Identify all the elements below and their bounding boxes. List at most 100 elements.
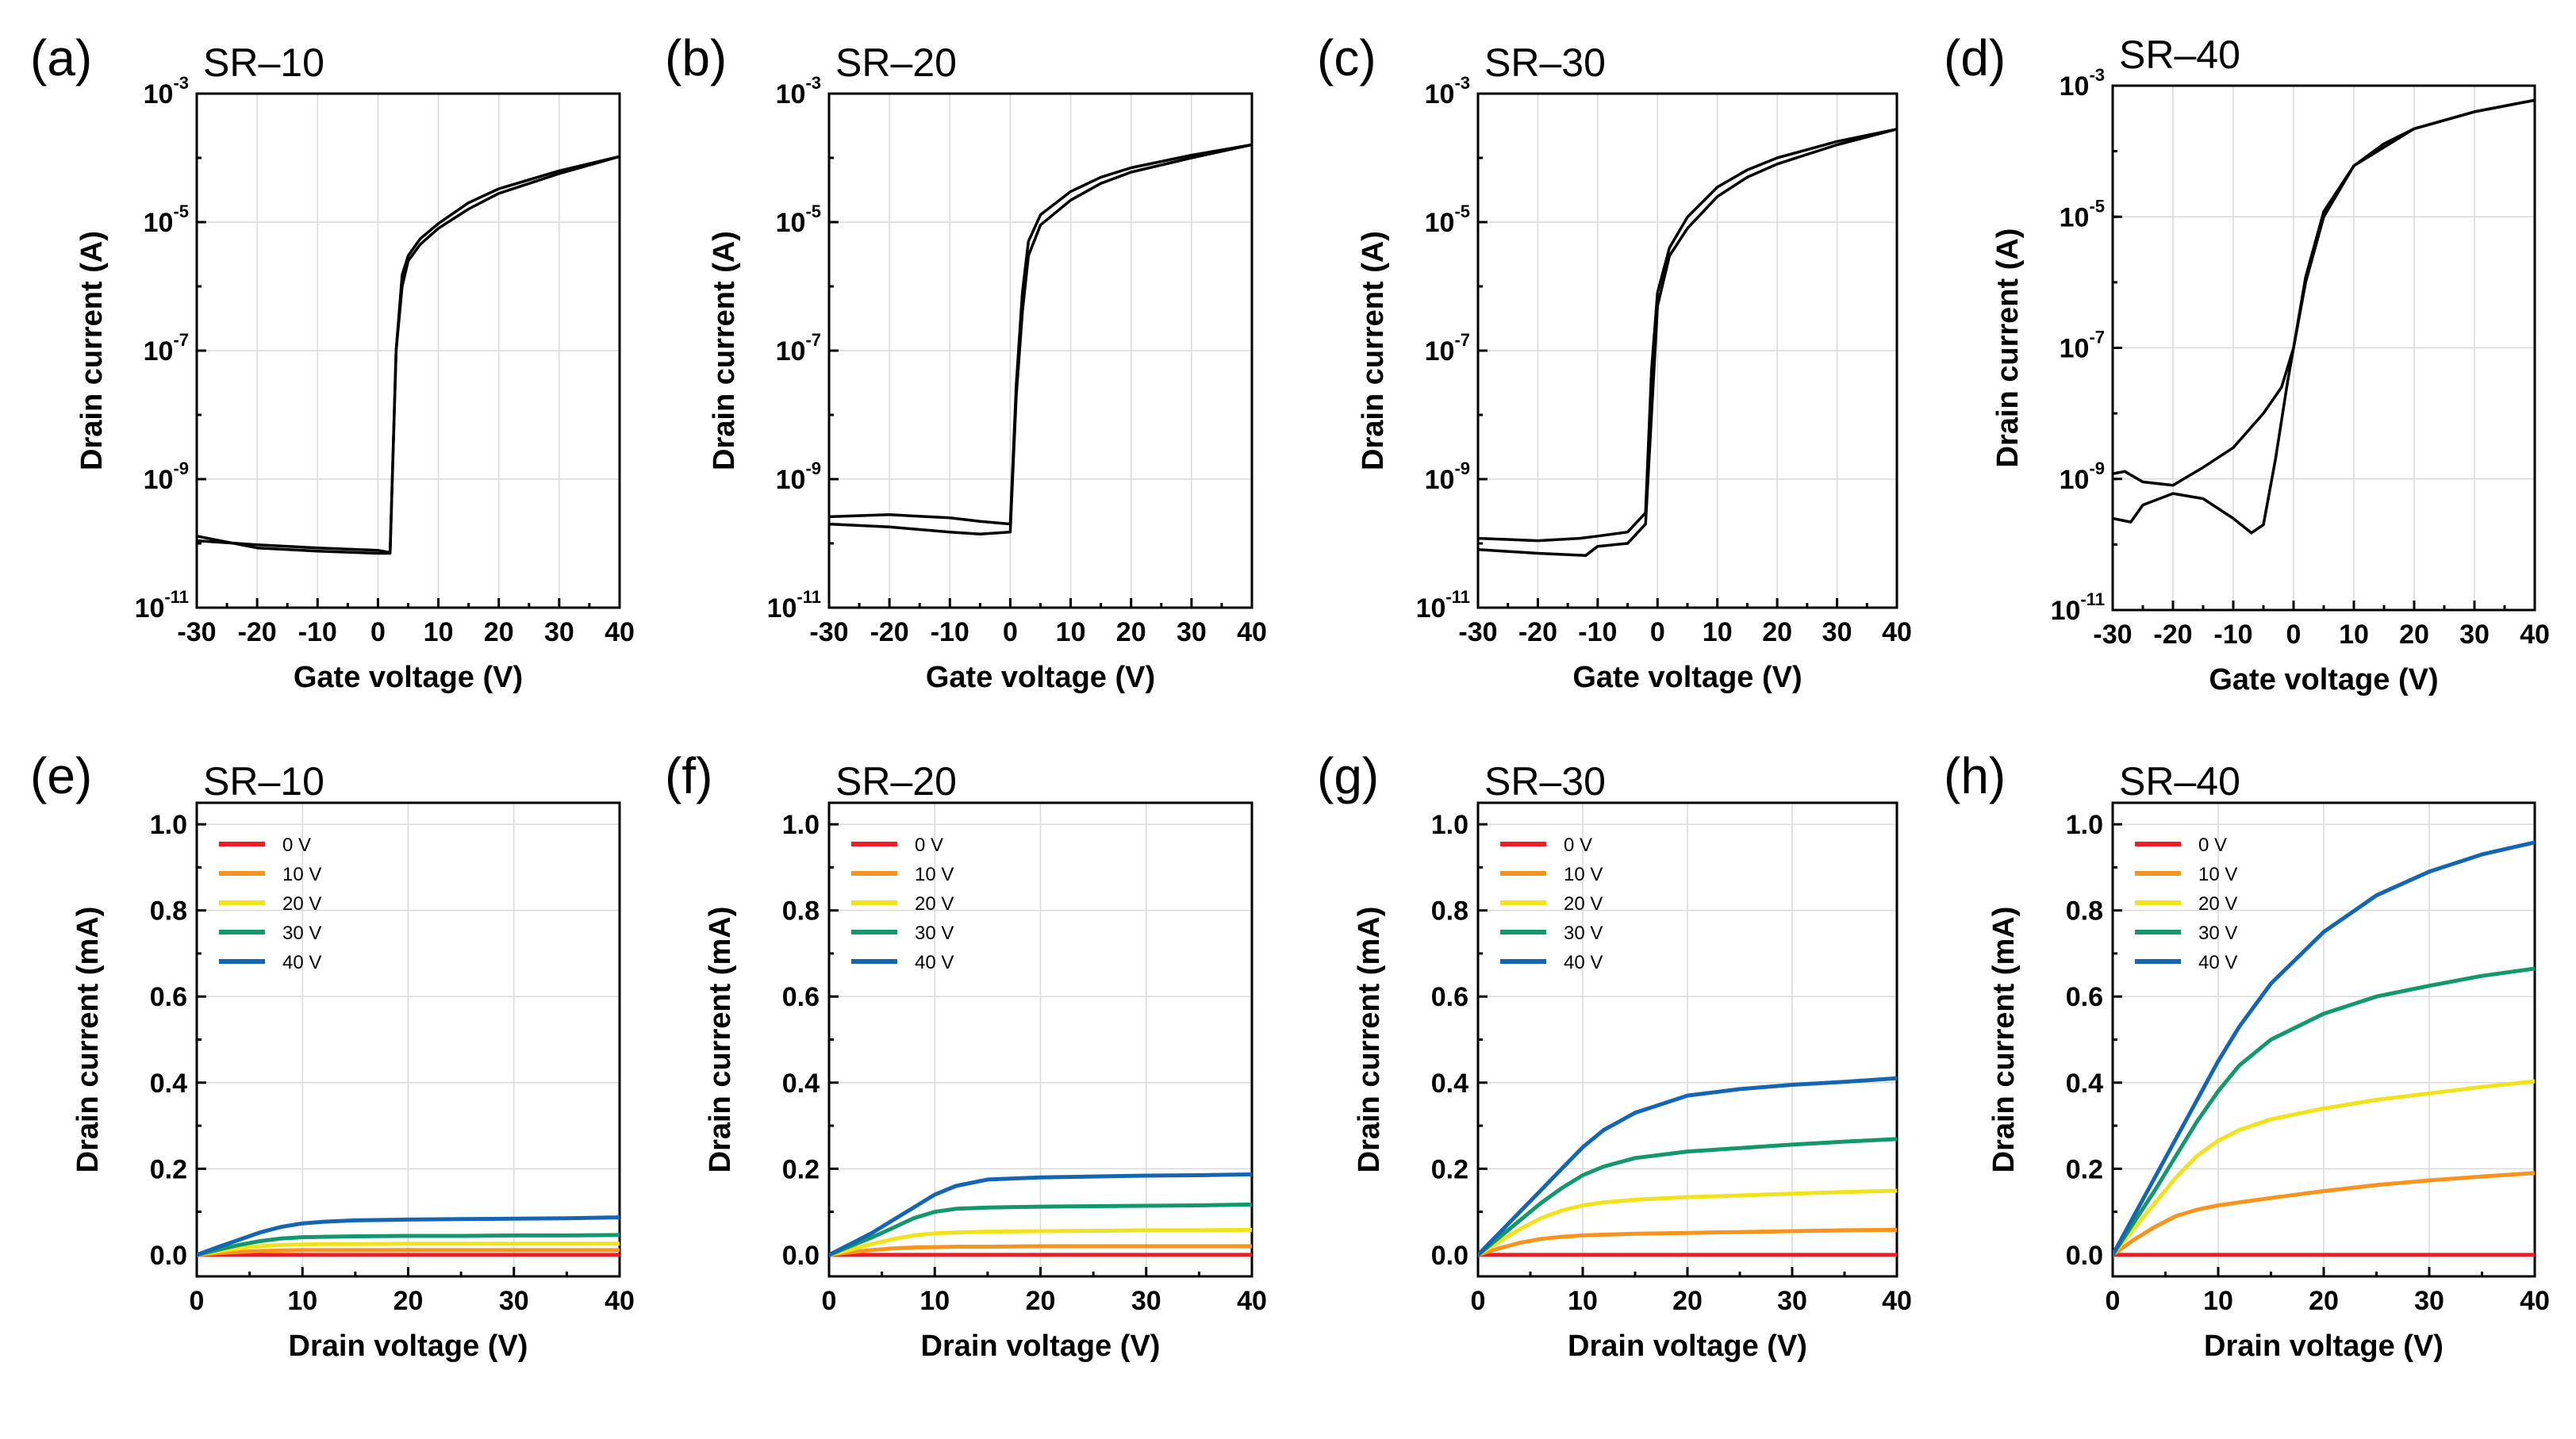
- y-tick-label: 0.8: [1431, 896, 1468, 927]
- x-tick-label: 10: [1056, 617, 1086, 647]
- legend-label: 20 V: [2198, 893, 2237, 915]
- panel-c: (c) SR–30-30 -20 -10 0 10 20 30 4010-1110-910-71…: [1317, 29, 1912, 694]
- series-line-30-v: [1478, 1137, 1897, 1257]
- x-tick-label: 0: [2286, 620, 2302, 650]
- x-tick-label: 20: [484, 617, 514, 647]
- y-tick-label: 0.4: [150, 1069, 187, 1099]
- series-line-10-v: [829, 1244, 1252, 1257]
- panel-title: SR–10: [203, 759, 324, 804]
- y-tick-exponent: -3: [2089, 65, 2105, 85]
- y-tick-label: 1.0: [150, 810, 187, 840]
- panel-letter: (d): [1944, 29, 2006, 86]
- x-tick-label: 10: [424, 617, 454, 647]
- y-tick-label: 0.4: [782, 1069, 820, 1099]
- x-tick-label: 0: [1650, 617, 1665, 647]
- y-tick-exponent: -9: [173, 459, 189, 478]
- panel-a: (a) SR–10-30 -20 -10 0 10 20 30 4010-1110-910-71…: [30, 29, 635, 694]
- x-tick-label: 10: [919, 1286, 950, 1316]
- x-axis-label: Drain voltage (V): [2204, 1330, 2444, 1363]
- x-tick-label: -20: [870, 617, 909, 647]
- panel-letter: (c): [1317, 29, 1376, 86]
- y-tick-exponent: -5: [2089, 196, 2105, 216]
- y-tick-exponent: -11: [164, 587, 189, 607]
- y-tick-label: 0.0: [2066, 1241, 2103, 1271]
- series-line-30-v: [2113, 966, 2535, 1257]
- x-tick-label: 20: [1026, 1286, 1056, 1316]
- y-tick-base: 10: [144, 465, 174, 495]
- x-tick-label: 40: [1237, 1286, 1267, 1316]
- x-tick-label: 30: [1177, 617, 1207, 647]
- y-tick-label: 0.0: [150, 1241, 187, 1271]
- x-tick-label: 20: [1762, 617, 1792, 647]
- legend-label: 40 V: [1564, 952, 1603, 973]
- panel-title: SR–40: [2119, 33, 2240, 77]
- x-axis-label: Gate voltage (V): [2209, 663, 2438, 696]
- y-tick-label: 10-11: [135, 587, 189, 624]
- y-tick-base: 10: [2060, 71, 2090, 102]
- x-tick-label: 40: [605, 617, 635, 647]
- x-axis-label: Gate voltage (V): [1572, 661, 1802, 694]
- y-tick-base: 10: [144, 336, 174, 366]
- x-tick-label: 40: [605, 1286, 635, 1316]
- x-tick-label: 40: [1882, 1286, 1912, 1316]
- x-tick-label: 40: [2520, 1286, 2550, 1316]
- y-tick-label: 10-11: [1416, 587, 1470, 624]
- x-tick-label: -30: [1458, 617, 1497, 647]
- y-tick-exponent: -7: [805, 330, 821, 350]
- y-axis-label: Drain current (mA): [1353, 907, 1386, 1173]
- panel-d: (d) SR–40-30 -20 -10 0 10 20 30 4010-1110-910-71…: [1944, 29, 2550, 696]
- y-tick-label: 0.8: [150, 896, 187, 927]
- panel-title: SR–30: [1484, 759, 1606, 804]
- panel-letter: (b): [665, 29, 727, 86]
- y-tick-exponent: -11: [797, 587, 821, 607]
- y-tick-label: 0.6: [1431, 982, 1468, 1012]
- x-axis-label: Drain voltage (V): [1568, 1330, 1807, 1363]
- x-tick-label: 0: [370, 617, 386, 647]
- legend-label: 30 V: [915, 923, 954, 944]
- x-tick-label: 0: [2106, 1286, 2121, 1316]
- x-tick-label: 20: [2399, 620, 2429, 650]
- x-tick-label: -10: [1578, 617, 1617, 647]
- panel-title: SR–20: [835, 40, 957, 85]
- y-tick-label: 10-7: [144, 330, 189, 366]
- x-tick-label: 30: [544, 617, 574, 647]
- series-line-40-v: [829, 1172, 1252, 1257]
- y-tick-exponent: -5: [1454, 201, 1470, 221]
- y-tick-label: 10-3: [2060, 65, 2105, 102]
- panel-letter: (g): [1317, 747, 1379, 804]
- y-tick-label: 0.8: [2066, 896, 2103, 927]
- y-tick-label: 10-11: [767, 587, 821, 624]
- y-tick-exponent: -11: [1445, 587, 1470, 607]
- x-axis-label: Drain voltage (V): [921, 1330, 1161, 1363]
- legend-label: 30 V: [1564, 923, 1603, 944]
- legend-label: 40 V: [2198, 952, 2237, 973]
- y-tick-base: 10: [1425, 465, 1455, 495]
- panel-letter: (a): [30, 29, 92, 86]
- series-line-20-v: [197, 1241, 620, 1257]
- legend-label: 10 V: [1564, 864, 1603, 885]
- y-tick-exponent: -7: [2089, 328, 2105, 347]
- series-line-30-v: [829, 1202, 1252, 1257]
- y-tick-label: 10-7: [776, 330, 821, 366]
- y-tick-label: 1.0: [1431, 810, 1468, 840]
- y-tick-label: 10-3: [1425, 73, 1470, 109]
- x-tick-label: -20: [2153, 620, 2192, 650]
- x-tick-label: 30: [1822, 617, 1852, 647]
- panel-letter: (e): [30, 747, 92, 804]
- panel-letter: (h): [1944, 747, 2006, 804]
- x-tick-label: -30: [177, 617, 216, 647]
- series-line-reverse: [1478, 128, 1897, 543]
- y-tick-label: 10-5: [1425, 201, 1470, 238]
- y-tick-label: 10-9: [1425, 459, 1470, 495]
- y-tick-base: 10: [144, 208, 174, 238]
- y-tick-exponent: -7: [1454, 330, 1470, 350]
- x-tick-label: 20: [1672, 1286, 1703, 1316]
- x-tick-label: 20: [394, 1286, 424, 1316]
- legend-label: 10 V: [915, 864, 954, 885]
- legend-label: 0 V: [282, 835, 311, 856]
- y-tick-exponent: -9: [2089, 459, 2105, 478]
- y-axis-label: Drain current (mA): [1987, 907, 2021, 1173]
- y-tick-base: 10: [144, 79, 174, 109]
- x-tick-label: -20: [238, 617, 277, 647]
